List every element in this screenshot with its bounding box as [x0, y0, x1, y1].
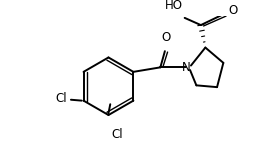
Text: O: O: [161, 31, 170, 44]
Text: HO: HO: [165, 0, 183, 12]
Text: Cl: Cl: [111, 128, 123, 141]
Text: O: O: [229, 4, 238, 17]
Text: Cl: Cl: [56, 92, 67, 105]
Text: N: N: [182, 61, 191, 74]
